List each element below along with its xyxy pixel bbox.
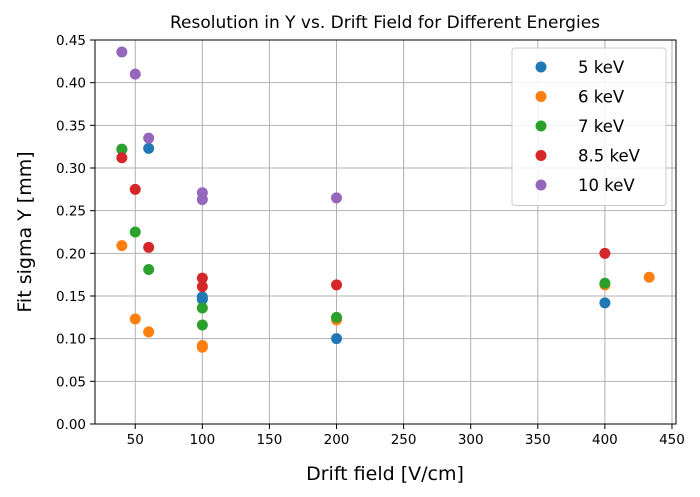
data-point (143, 142, 155, 154)
data-point (129, 313, 141, 325)
y-tick-label: 0.40 (56, 76, 86, 92)
y-tick-label: 0.35 (56, 118, 86, 134)
y-tick-label: 0.25 (56, 204, 86, 220)
legend-marker (535, 120, 547, 132)
x-tick-label: 150 (257, 432, 283, 448)
data-point (196, 272, 208, 284)
data-point (116, 46, 128, 58)
x-tick-label: 400 (592, 432, 618, 448)
x-tick-label: 50 (127, 432, 144, 448)
legend-label: 7 keV (578, 117, 625, 136)
data-point (143, 132, 155, 144)
data-point (116, 240, 128, 252)
plot-frame (94, 39, 677, 425)
y-axis-label: Fit sigma Y [mm] (14, 151, 36, 312)
data-point (143, 326, 155, 338)
legend-marker (535, 150, 547, 161)
data-point (129, 183, 141, 195)
data-point (196, 302, 208, 314)
data-points (116, 46, 655, 353)
data-point (196, 291, 208, 303)
data-point (599, 297, 611, 309)
data-point (599, 277, 611, 289)
legend-label: 5 keV (578, 58, 625, 77)
data-point (196, 281, 208, 293)
data-point (196, 339, 208, 351)
legend: 5 keV 6 keV 7 keV 8.5 keV 10 keV (511, 47, 667, 206)
series-10-kev (116, 46, 343, 206)
data-point (129, 68, 141, 80)
y-tick-label: 0.05 (56, 374, 86, 390)
x-tick-labels: 50 100 150 200 250 300 350 400 450 (127, 432, 685, 448)
x-axis-label: Drift field [V/cm] (306, 463, 464, 485)
legend-label: 6 keV (578, 88, 625, 107)
legend-label: 8.5 keV (578, 147, 641, 166)
legend-marker (535, 179, 547, 191)
legend-label: 10 keV (578, 176, 635, 195)
data-point (196, 319, 208, 331)
legend-marker (535, 91, 547, 102)
x-tick-label: 100 (189, 432, 215, 448)
chart-title: Resolution in Y vs. Drift Field for Diff… (170, 13, 600, 33)
data-point (331, 279, 343, 291)
y-tick-labels: 0.00 0.05 0.10 0.15 0.20 0.25 0.30 0.35 0.40 0.45 (56, 33, 86, 433)
x-tick-label: 200 (324, 432, 350, 448)
x-tick-label: 250 (391, 432, 417, 448)
legend-marker (535, 61, 547, 73)
legend-box (511, 47, 667, 206)
y-tick-label: 0.15 (56, 289, 86, 305)
data-point (116, 152, 128, 164)
data-point (116, 143, 128, 155)
series-7-kev (116, 143, 611, 331)
series-8-5-kev (116, 152, 611, 293)
x-tick-label: 450 (659, 432, 685, 448)
data-point (143, 241, 155, 253)
x-tick-label: 350 (525, 432, 551, 448)
data-point (331, 333, 343, 345)
y-tick-label: 0.45 (56, 33, 86, 49)
data-point (599, 247, 611, 259)
y-tick-label: 0.20 (56, 246, 86, 262)
x-tick-label: 300 (458, 432, 484, 448)
data-point (331, 192, 343, 204)
data-point (331, 311, 343, 323)
data-point (143, 264, 155, 276)
y-tick-label: 0.00 (56, 417, 86, 433)
data-point (196, 194, 208, 206)
data-point (129, 226, 141, 238)
axis-ticks (90, 39, 673, 429)
y-tick-label: 0.10 (56, 332, 86, 348)
y-tick-label: 0.30 (56, 161, 86, 177)
data-point (643, 271, 655, 283)
